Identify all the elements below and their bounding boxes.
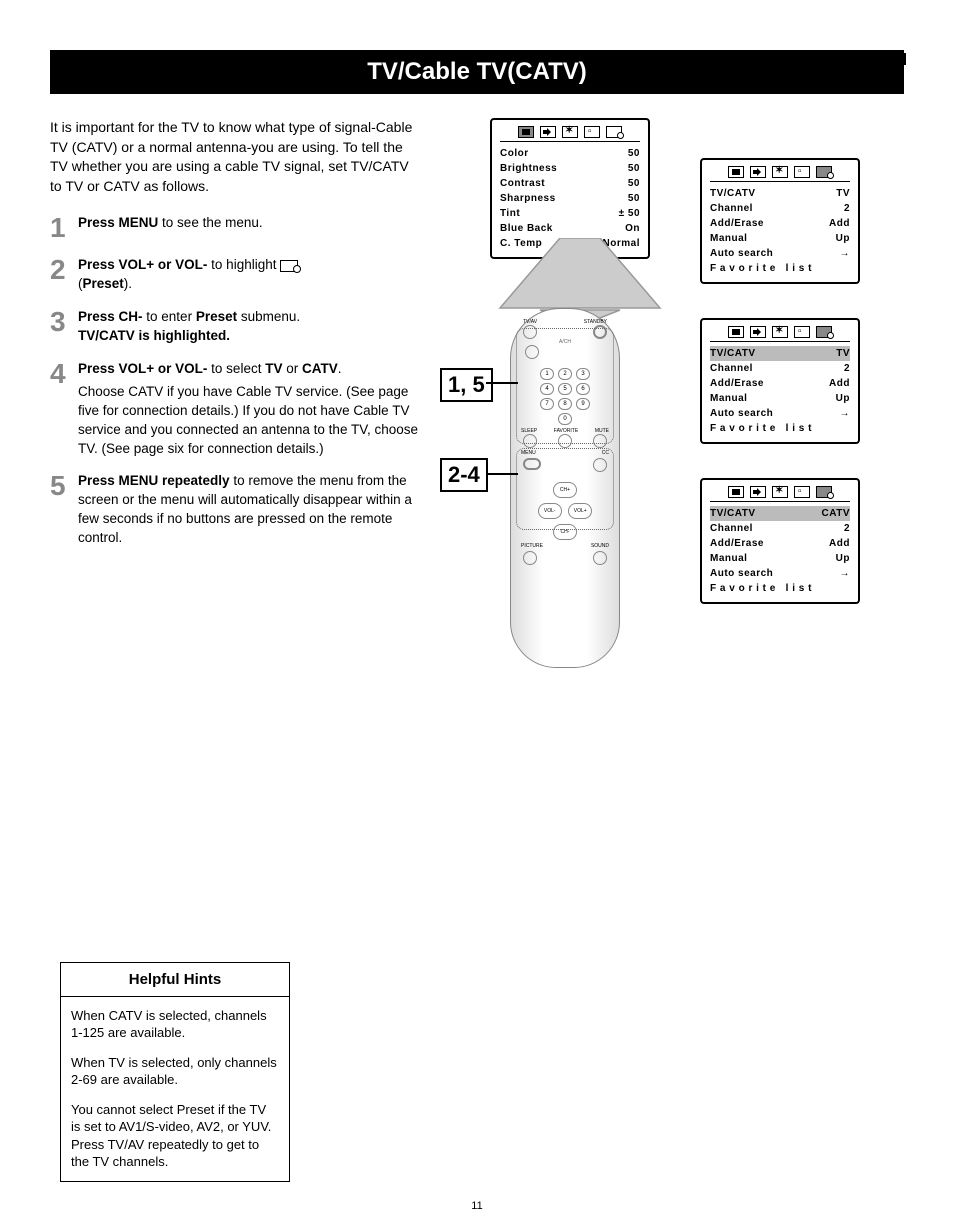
cc-icon	[794, 486, 810, 498]
osd-row: TV/CATVTV	[710, 186, 850, 201]
callout-steps-1-5: 1, 5	[440, 368, 493, 402]
osd-row: Auto search→	[710, 406, 850, 421]
step-text: Press CH- to enter Preset submenu. TV/CA…	[78, 308, 420, 346]
cc-icon	[584, 126, 600, 138]
hint-paragraph: You cannot select Preset if the TV is se…	[71, 1101, 279, 1171]
osd-row: F a v o r i t e l i s t	[710, 581, 850, 596]
osd-row: Color50	[500, 146, 640, 161]
tools-icon	[772, 326, 788, 338]
osd-row: F a v o r i t e l i s t	[710, 261, 850, 276]
tv-icon	[728, 486, 744, 498]
tv-icon	[728, 326, 744, 338]
osd-tab-header	[500, 126, 640, 142]
step-text: Press MENU repeatedly to remove the menu…	[78, 472, 420, 548]
osd-row: ManualUp	[710, 391, 850, 406]
tv-icon	[728, 166, 744, 178]
hint-paragraph: When CATV is selected, channels 1-125 ar…	[71, 1007, 279, 1042]
osd-row: TV/CATVCATV	[710, 506, 850, 521]
osd-tab-header	[710, 326, 850, 342]
callout-line	[488, 473, 518, 475]
tools-icon	[772, 486, 788, 498]
osd-preset-menu-catv-highlighted: TV/CATVCATVChannel2Add/EraseAddManualUpA…	[700, 478, 860, 604]
osd-row: Channel2	[710, 521, 850, 536]
step-number: 5	[50, 472, 70, 548]
osd-row: ManualUp	[710, 551, 850, 566]
preset-tab-icon	[816, 326, 832, 338]
preset-tab-icon	[606, 126, 622, 138]
sound-button	[593, 551, 607, 565]
osd-row: Add/EraseAdd	[710, 216, 850, 231]
step-3: 3 Press CH- to enter Preset submenu. TV/…	[50, 308, 420, 346]
step-number: 3	[50, 308, 70, 346]
cc-icon	[794, 166, 810, 178]
remote-highlight-zone-1	[516, 328, 614, 444]
preset-tab-icon	[816, 166, 832, 178]
step-number: 1	[50, 214, 70, 242]
step-4: 4 Press VOL+ or VOL- to select TV or CAT…	[50, 360, 420, 458]
page-number: 11	[471, 1200, 482, 1212]
step-text: Press MENU to see the menu.	[78, 214, 420, 242]
osd-row: Add/EraseAdd	[710, 536, 850, 551]
instructions-column: It is important for the TV to know what …	[50, 118, 420, 562]
osd-row: Auto search→	[710, 566, 850, 581]
intro-paragraph: It is important for the TV to know what …	[50, 118, 420, 196]
page-title-bar: TV/Cable TV(CATV)	[50, 50, 904, 94]
step-text: Press VOL+ or VOL- to select TV or CATV.…	[78, 360, 420, 458]
osd-row: Sharpness50	[500, 191, 640, 206]
page-title: TV/Cable TV(CATV)	[367, 58, 587, 85]
speaker-icon	[750, 166, 766, 178]
speaker-icon	[540, 126, 556, 138]
osd-row: Channel2	[710, 201, 850, 216]
hints-title: Helpful Hints	[61, 963, 289, 997]
step-1: 1 Press MENU to see the menu.	[50, 214, 420, 242]
picture-button	[523, 551, 537, 565]
osd-preset-menu: TV/CATVTVChannel2Add/EraseAddManualUpAut…	[700, 158, 860, 284]
step-2: 2 Press VOL+ or VOL- to highlight (Prese…	[50, 256, 420, 294]
hint-paragraph: When TV is selected, only channels 2-69 …	[71, 1054, 279, 1089]
osd-row: Channel2	[710, 361, 850, 376]
osd-tab-header	[710, 166, 850, 182]
tools-icon	[772, 166, 788, 178]
callout-steps-2-4: 2-4	[440, 458, 488, 492]
osd-tab-header	[710, 486, 850, 502]
cc-icon	[794, 326, 810, 338]
step-5: 5 Press MENU repeatedly to remove the me…	[50, 472, 420, 548]
step-number: 2	[50, 256, 70, 294]
osd-row: TV/CATVTV	[710, 346, 850, 361]
tools-icon	[562, 126, 578, 138]
speaker-icon	[750, 486, 766, 498]
page-corner-mark	[876, 55, 904, 83]
osd-row: F a v o r i t e l i s t	[710, 421, 850, 436]
osd-row: Tint± 50	[500, 206, 640, 221]
remote-diagram: TV/AVSTANDBY A/CH 1234567890 SLEEPFAVORI…	[440, 308, 675, 678]
osd-row: Brightness50	[500, 161, 640, 176]
helpful-hints-box: Helpful Hints When CATV is selected, cha…	[60, 962, 290, 1182]
step-text: Press VOL+ or VOL- to highlight (Preset)…	[78, 256, 420, 294]
callout-line	[486, 382, 518, 384]
step-number: 4	[50, 360, 70, 458]
step-4-extra: Choose CATV if you have Cable TV service…	[78, 383, 420, 459]
osd-row: Contrast50	[500, 176, 640, 191]
diagram-column: Color50Brightness50Contrast50Sharpness50…	[440, 118, 904, 562]
osd-preset-menu-tv-highlighted: TV/CATVTVChannel2Add/EraseAddManualUpAut…	[700, 318, 860, 444]
tv-icon	[518, 126, 534, 138]
osd-row: Blue BackOn	[500, 221, 640, 236]
osd-row: Auto search→	[710, 246, 850, 261]
speaker-icon	[750, 326, 766, 338]
osd-row: Add/EraseAdd	[710, 376, 850, 391]
preset-icon	[280, 260, 298, 272]
remote-highlight-zone-2	[516, 448, 614, 530]
preset-tab-icon	[816, 486, 832, 498]
osd-row: ManualUp	[710, 231, 850, 246]
